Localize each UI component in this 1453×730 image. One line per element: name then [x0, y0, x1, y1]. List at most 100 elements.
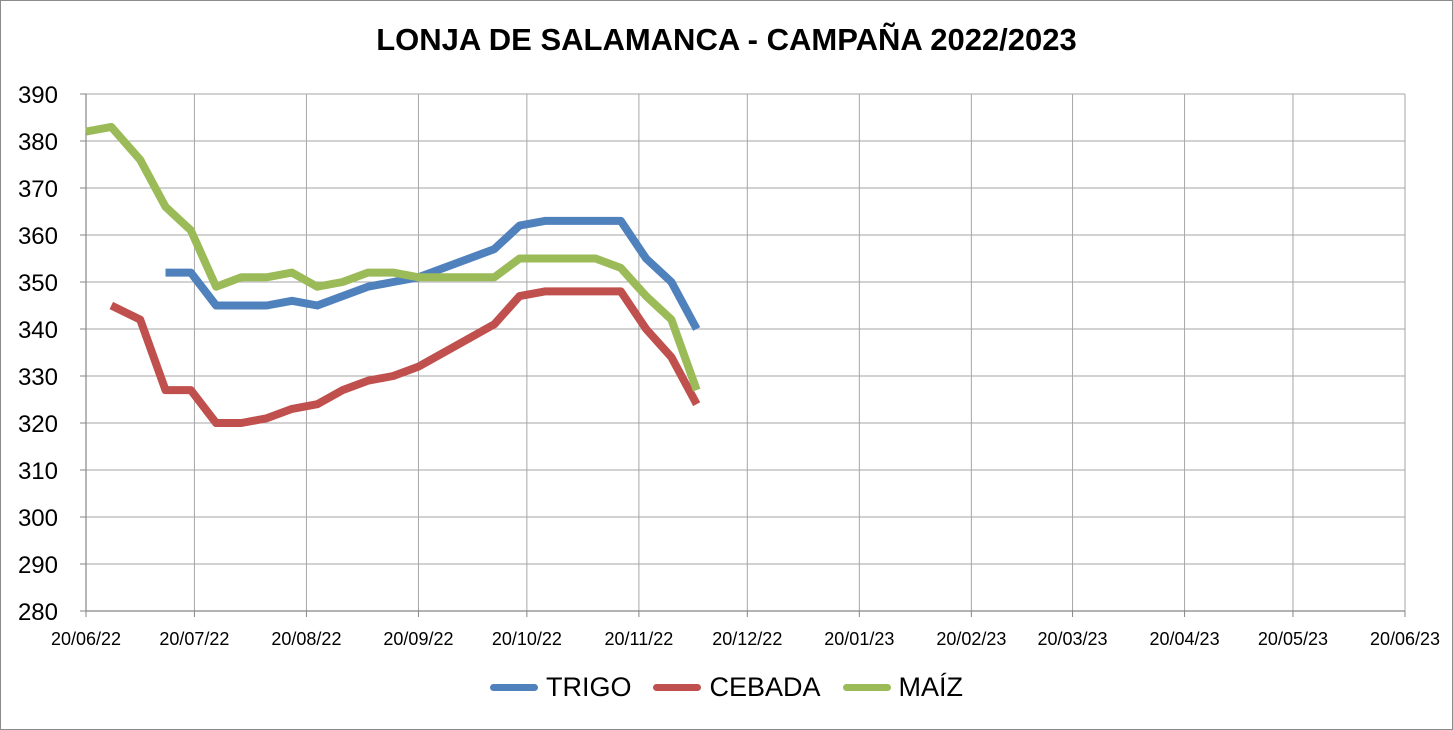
data-point	[541, 287, 549, 295]
data-point	[263, 414, 271, 422]
data-point	[313, 400, 321, 408]
data-point	[389, 269, 397, 277]
data-point	[187, 386, 195, 394]
legend-label: MAÍZ	[898, 672, 964, 702]
data-point	[667, 278, 675, 286]
data-point	[212, 283, 220, 291]
y-tick-label: 300	[18, 505, 58, 532]
axes	[80, 93, 1406, 617]
data-point	[440, 264, 448, 272]
data-point	[339, 386, 347, 394]
data-point	[693, 400, 701, 408]
data-point	[107, 123, 115, 131]
data-point	[465, 273, 473, 281]
data-point	[465, 255, 473, 263]
legend-item: TRIGO	[489, 672, 632, 703]
data-point	[212, 419, 220, 427]
x-tick-label: 20/06/23	[1370, 629, 1440, 649]
data-point	[162, 269, 170, 277]
data-point	[566, 255, 574, 263]
data-point	[642, 325, 650, 333]
y-tick-label: 280	[18, 599, 58, 626]
series-line-cebada	[109, 287, 701, 427]
y-tick-label: 330	[18, 364, 58, 391]
y-tick-label: 350	[18, 270, 58, 297]
y-tick-labels: 390 380 370 360 350 340 330 320 310 300 290 280	[18, 82, 58, 626]
data-point	[667, 316, 675, 324]
data-point	[237, 419, 245, 427]
legend-swatch	[489, 684, 538, 691]
data-point	[389, 278, 397, 286]
data-point	[516, 255, 524, 263]
data-point	[136, 156, 144, 164]
y-tick-label: 370	[18, 176, 58, 203]
data-point	[339, 278, 347, 286]
x-tick-label: 20/07/22	[159, 629, 229, 649]
y-tick-label: 380	[18, 129, 58, 156]
data-point	[364, 269, 372, 277]
legend-label: TRIGO	[545, 672, 632, 702]
data-point	[389, 372, 397, 380]
data-point	[566, 287, 574, 295]
x-tick-label: 20/08/22	[271, 629, 341, 649]
data-point	[693, 325, 701, 333]
x-tick-label: 20/11/22	[605, 629, 674, 649]
x-tick-label: 20/01/23	[824, 629, 894, 649]
y-tick-label: 340	[18, 317, 58, 344]
data-point	[516, 292, 524, 300]
gridlines	[86, 93, 1406, 611]
data-point	[136, 316, 144, 324]
data-point	[364, 377, 372, 385]
x-tick-label: 20/03/23	[1038, 629, 1108, 649]
series-cebada	[107, 287, 701, 427]
y-tick-label: 290	[18, 552, 58, 579]
data-point	[415, 363, 423, 371]
legend-label: CEBADA	[709, 672, 821, 702]
data-point	[592, 217, 600, 225]
data-point	[107, 302, 115, 310]
data-point	[667, 353, 675, 361]
y-tick-label: 390	[18, 82, 58, 109]
x-tick-label: 20/09/22	[383, 629, 453, 649]
series-line-maíz	[85, 122, 701, 392]
data-point	[617, 264, 625, 272]
series-maíz	[82, 122, 701, 392]
data-point	[187, 226, 195, 234]
x-tick-label: 20/02/23	[936, 629, 1006, 649]
data-point	[339, 292, 347, 300]
series-lines	[82, 122, 701, 427]
series-trigo	[162, 216, 701, 333]
data-point	[516, 222, 524, 230]
data-point	[313, 302, 321, 310]
data-point	[592, 255, 600, 263]
data-point	[288, 297, 296, 305]
data-point	[642, 292, 650, 300]
data-point	[237, 273, 245, 281]
data-point	[440, 273, 448, 281]
x-tick-label: 20/05/23	[1258, 629, 1328, 649]
x-tick-labels: 20/06/22 20/07/22 20/08/22 20/09/22 20/10/22…	[51, 629, 1440, 649]
data-point	[263, 302, 271, 310]
chart-legend: TRIGO CEBADA MAÍZ	[0, 672, 1453, 703]
data-point	[566, 217, 574, 225]
x-tick-label: 20/04/23	[1150, 629, 1220, 649]
legend-item: CEBADA	[653, 672, 821, 703]
legend-swatch	[653, 684, 702, 691]
data-point	[288, 269, 296, 277]
x-tick-label: 20/06/22	[51, 629, 121, 649]
data-point	[162, 386, 170, 394]
y-tick-label: 310	[18, 458, 58, 485]
data-point	[490, 245, 498, 253]
y-tick-label: 360	[18, 223, 58, 250]
data-point	[617, 217, 625, 225]
x-tick-label: 20/10/22	[492, 629, 562, 649]
data-point	[313, 283, 321, 291]
data-point	[82, 128, 90, 136]
data-point	[592, 287, 600, 295]
legend-item: MAÍZ	[842, 672, 964, 703]
data-point	[490, 273, 498, 281]
data-point	[187, 269, 195, 277]
series-line-trigo	[165, 216, 701, 331]
